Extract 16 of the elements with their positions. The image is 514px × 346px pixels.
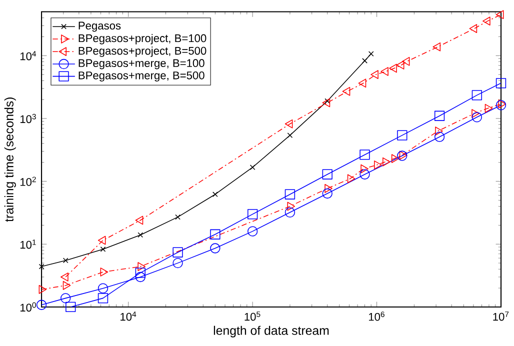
y-axis-title: training time (seconds) [4, 97, 16, 222]
legend-label: BPegasos+merge, B=500 [78, 71, 204, 82]
y-tick-label: 10$^{1}$ [20, 240, 36, 249]
x-axis-title: length of data stream [214, 326, 329, 338]
x-tick-label: 10$^{4}$ [120, 312, 136, 321]
legend-label: BPegasos+merge, B=100 [78, 59, 204, 70]
x-tick-label: 10$^{6}$ [368, 312, 384, 321]
legend-label: Pegasos [78, 22, 121, 32]
x-tick-label: 10$^{7}$ [493, 312, 509, 321]
y-tick-label: 10$^{0}$ [20, 302, 36, 312]
y-tick-label: 10$^{4}$ [20, 51, 36, 60]
legend-label: BPegasos+project, B=100 [78, 34, 206, 44]
y-tick-label: 10$^{3}$ [20, 114, 36, 124]
x-tick-label: 10$^{5}$ [244, 312, 260, 321]
y-tick-label: 10$^{2}$ [20, 176, 36, 186]
legend-label: BPegasos+project, B=500 [78, 46, 206, 57]
